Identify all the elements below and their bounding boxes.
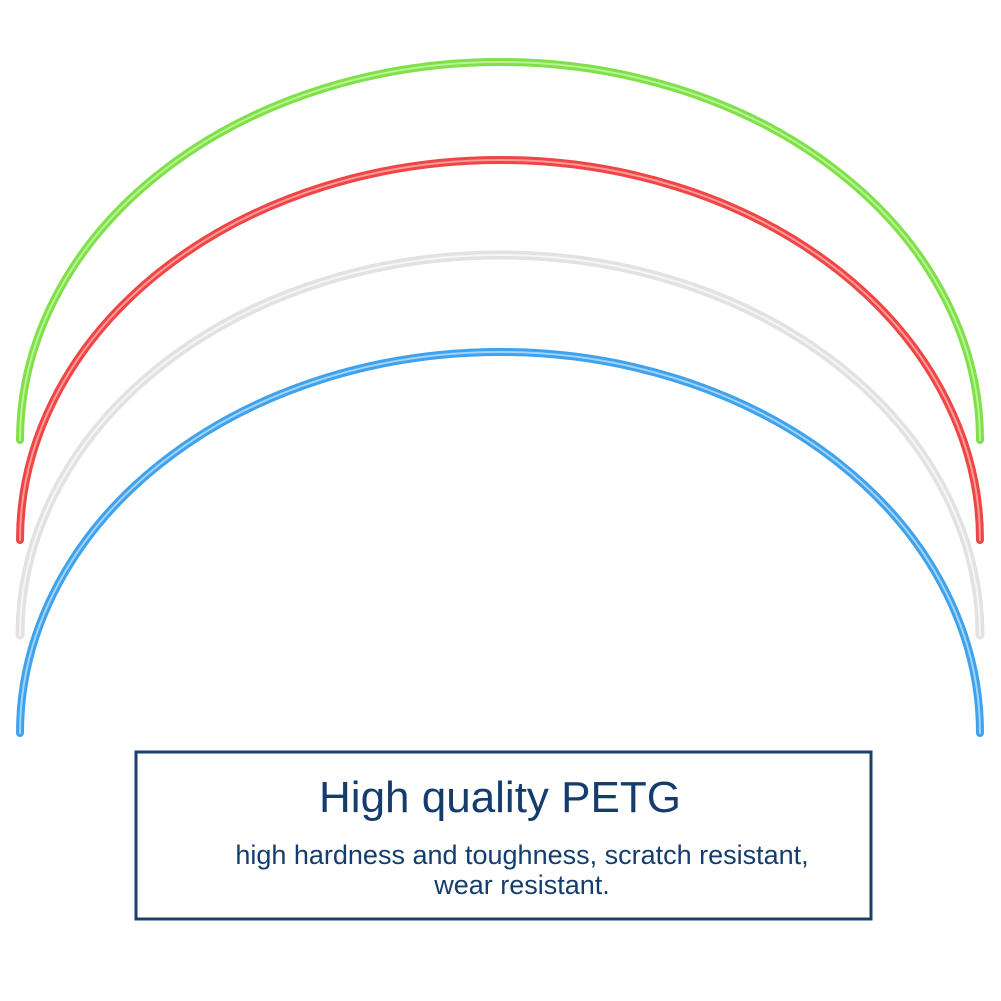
green-filament-highlight	[19, 61, 981, 441]
blue-filament-highlight	[19, 351, 981, 734]
clear-filament-highlight	[19, 254, 981, 636]
blue-filament	[16, 348, 984, 737]
caption-line: wear resistant.	[433, 870, 610, 900]
caption-box	[134, 750, 873, 921]
filaments	[15, 58, 985, 737]
red-filament-highlight	[19, 159, 981, 541]
clear-filament	[15, 250, 985, 640]
caption-line: high hardness and toughness, scratch res…	[235, 840, 808, 870]
caption-title: High quality PETG	[319, 773, 681, 822]
